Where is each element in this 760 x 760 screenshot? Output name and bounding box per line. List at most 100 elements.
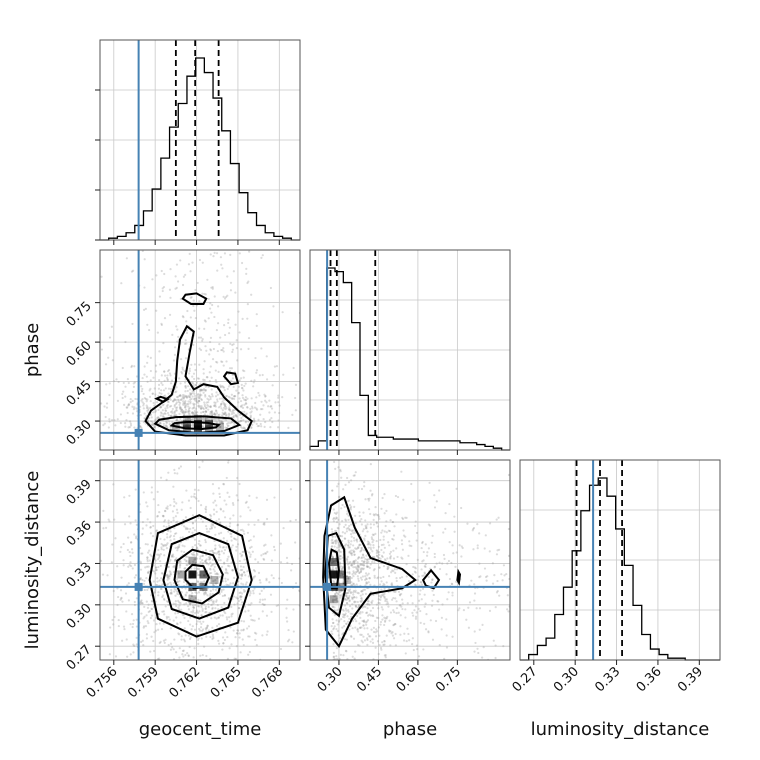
sample-point [507,610,510,613]
sample-point [214,533,217,536]
sample-point [337,543,340,547]
sample-point [394,623,397,626]
sample-point [400,556,403,559]
sample-point [383,596,386,599]
sample-point [249,415,252,418]
density-cell [188,570,197,579]
sample-point [108,520,111,523]
sample-point [173,527,176,530]
sample-point [120,596,123,599]
sample-point [350,505,353,508]
sample-point [160,412,163,415]
sample-point [223,594,226,597]
sample-point [188,388,192,391]
sample-point [169,571,172,574]
sample-point [351,627,354,630]
sample-point [151,600,154,603]
sample-point [209,513,212,516]
sample-point [150,491,153,494]
sample-point [348,503,352,507]
sample-point [396,495,400,499]
sample-point [169,581,172,584]
sample-point [184,339,187,342]
sample-point [96,664,98,666]
sample-point [496,589,499,593]
sample-point [116,418,119,421]
sample-point [139,602,142,605]
sample-point [217,623,221,626]
sample-point [164,374,167,377]
sample-point [383,512,386,515]
sample-point [162,285,166,289]
sample-point [123,628,126,631]
sample-point [366,543,369,546]
sample-point [183,545,186,548]
sample-point [450,582,453,585]
sample-point [383,643,386,646]
sample-point [234,657,238,660]
sample-point [230,546,233,549]
sample-point [156,558,160,561]
sample-point [135,636,138,639]
sample-point [431,534,434,537]
sample-point [173,590,176,593]
sample-point [215,412,219,415]
sample-point [412,565,415,569]
sample-point [240,405,243,408]
sample-point [609,570,611,572]
sample-point [183,412,186,415]
sample-point [240,207,242,209]
sample-point [235,347,238,350]
sample-point [416,578,419,582]
sample-point [360,600,363,603]
sample-point [207,605,210,609]
sample-point [150,423,153,426]
sample-point [336,599,339,602]
sample-point [398,705,400,707]
sample-point [224,611,227,615]
sample-point [332,542,335,545]
sample-point [193,558,196,561]
sample-point [344,607,347,610]
y-tick-label-luminosity_distance: 0.27 [64,642,95,673]
sample-point [184,410,187,414]
sample-point [169,387,173,391]
sample-point [426,668,428,670]
sample-point [122,625,126,628]
sample-point [348,605,352,608]
sample-point [152,423,155,426]
sample-point [198,466,201,469]
sample-point [237,392,240,395]
sample-point [145,407,149,410]
sample-point [180,508,183,511]
sample-point [141,387,144,391]
sample-point [239,201,241,203]
sample-point [132,382,135,385]
sample-point [166,505,169,508]
sample-point [204,559,208,562]
sample-point [197,244,199,246]
sample-point [356,547,359,550]
sample-point [201,338,204,341]
sample-point [343,620,346,623]
sample-point [564,619,566,621]
sample-point [364,558,367,561]
sample-point [375,554,379,557]
sample-point [541,614,543,616]
sample-point [158,231,160,233]
sample-point [131,625,134,629]
sample-point [442,531,445,534]
sample-point [247,575,250,578]
sample-point [197,642,200,646]
sample-point [355,620,358,623]
sample-point [153,426,156,429]
contour-0 [184,563,211,590]
sample-point [139,425,142,428]
sample-point [361,559,364,562]
sample-point [224,580,227,583]
sample-point [197,542,200,545]
sample-point [422,559,425,562]
sample-point [552,530,554,532]
sample-point [222,552,225,555]
sample-point [364,578,367,581]
